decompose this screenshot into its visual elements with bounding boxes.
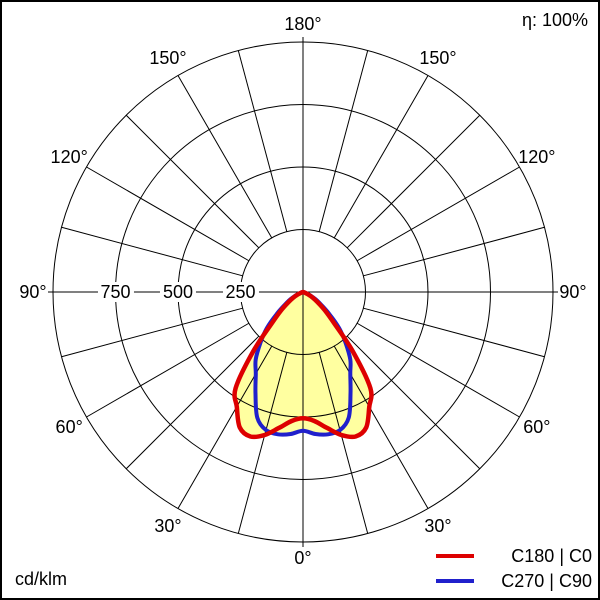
angle-label-60-left: 60° bbox=[55, 417, 83, 437]
grid-line bbox=[363, 226, 545, 277]
angle-label-120-left: 120° bbox=[50, 147, 88, 167]
grid-line bbox=[333, 75, 429, 239]
scale-label-750: 750 bbox=[97, 282, 134, 302]
grid-line bbox=[318, 50, 369, 232]
grid-line bbox=[318, 352, 369, 534]
angle-label-30-left: 30° bbox=[154, 515, 182, 536]
grid-line bbox=[61, 307, 243, 358]
grid-line bbox=[125, 114, 260, 249]
angle-label-150-right: 150° bbox=[419, 48, 457, 69]
legend-item-c270-c90: C270 | C90 bbox=[436, 570, 592, 592]
grid-line bbox=[125, 335, 260, 470]
grid-line bbox=[86, 322, 250, 418]
angle-label-60-right: 60° bbox=[523, 417, 551, 437]
grid-line bbox=[356, 322, 520, 418]
legend-line-red bbox=[436, 554, 474, 558]
angle-label-0: 0° bbox=[294, 548, 312, 568]
angle-label-90-right: 90° bbox=[559, 282, 587, 302]
angle-label-180: 180° bbox=[284, 14, 322, 34]
unit-label: cd/klm bbox=[15, 569, 68, 589]
angle-label-90-left: 90° bbox=[19, 282, 47, 302]
curve-c180-c0 bbox=[232, 289, 374, 440]
scale-label-500: 500 bbox=[159, 282, 197, 302]
legend-label: C180 | C0 bbox=[511, 546, 592, 566]
angle-label-30-right: 30° bbox=[424, 515, 452, 536]
grid-line bbox=[356, 166, 520, 262]
scale-label-250: 250 bbox=[222, 282, 259, 302]
grid-line bbox=[61, 226, 243, 277]
grid-line bbox=[363, 307, 545, 358]
legend-label: C270 | C90 bbox=[501, 571, 592, 591]
angle-label-120-right: 120° bbox=[518, 147, 556, 167]
grid-line bbox=[237, 352, 288, 534]
grid-line bbox=[86, 166, 250, 262]
grid-line bbox=[177, 75, 273, 239]
legend: C180 | C0 C270 | C90 bbox=[436, 545, 592, 592]
grid-line bbox=[346, 114, 481, 249]
angle-label-150-left: 150° bbox=[149, 48, 187, 69]
grid-line bbox=[346, 335, 481, 470]
legend-line-blue bbox=[436, 579, 474, 583]
efficiency-label: η: 100% bbox=[521, 10, 588, 30]
grid-line bbox=[237, 50, 288, 232]
legend-item-c180-c0: C180 | C0 bbox=[436, 545, 592, 567]
